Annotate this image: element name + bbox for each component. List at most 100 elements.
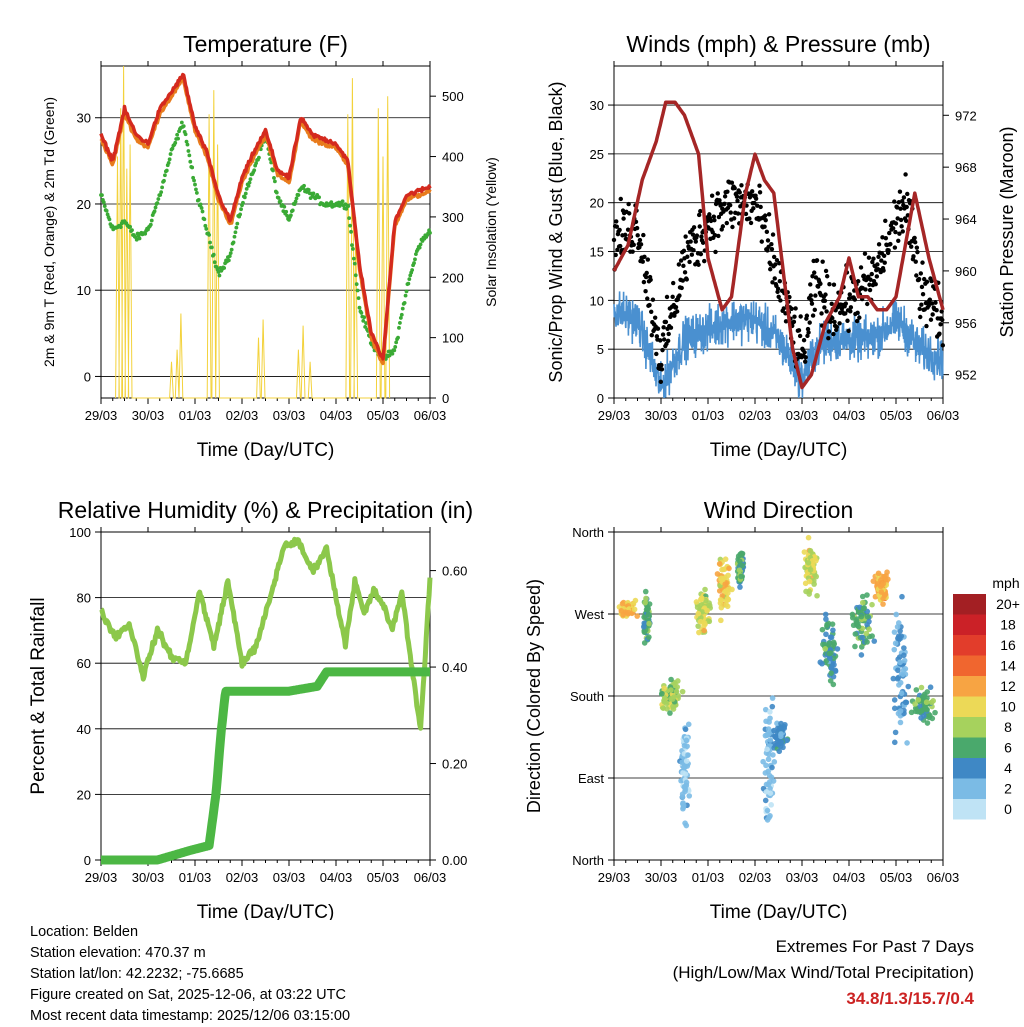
gust-point (826, 329, 832, 334)
winds-pressure-chart: Winds (mph) & Pressure (mb) Time (Day/UTC… (546, 31, 1017, 461)
direction-point (718, 617, 724, 624)
direction-point (763, 762, 769, 769)
gust-point (660, 332, 666, 337)
gust-point (809, 297, 814, 303)
dewpoint-point (349, 229, 353, 234)
gust-point (640, 259, 645, 264)
gust-point (766, 244, 771, 250)
dewpoint-point (226, 258, 231, 263)
gust-point (879, 258, 884, 263)
x-tick-label: 01/03 (692, 870, 725, 885)
legend-swatch (953, 758, 986, 779)
direction-point (716, 561, 723, 567)
dewpoint-point (211, 252, 216, 257)
x-tick-label: 29/03 (85, 408, 118, 423)
direction-point (834, 646, 841, 652)
gust-point (933, 300, 938, 305)
gust-point (832, 319, 837, 325)
gust-point (618, 196, 623, 202)
dewpoint-series (99, 120, 432, 361)
direction-point (764, 807, 771, 814)
dewpoint-point (329, 200, 334, 205)
gust-point (926, 303, 931, 308)
gust-point (777, 279, 783, 284)
direction-point (927, 712, 933, 719)
dewpoint-point (412, 261, 416, 265)
gust-point (814, 258, 820, 263)
dewpoint-point (100, 193, 104, 198)
direction-point (672, 680, 678, 687)
legend-swatch (953, 676, 986, 697)
gust-point (929, 278, 934, 284)
direction-point (830, 681, 837, 688)
temperature-chart: Temperature (F) Time (Day/UTC) 29/03 30/03 0… (41, 31, 499, 461)
direction-point (881, 573, 888, 580)
legend-swatch (953, 799, 986, 820)
gust-point (757, 183, 762, 188)
gust-point (818, 281, 823, 286)
legend-label: 14 (1000, 658, 1016, 674)
dewpoint-point (428, 231, 432, 235)
gust-point (920, 291, 926, 297)
dewpoint-point (202, 217, 207, 222)
dewpoint-point (311, 191, 316, 196)
y2-tick-label: 964 (955, 212, 977, 227)
station-info: Location: Belden Station elevation: 470.… (30, 922, 350, 1027)
y-tick-label: 0 (597, 391, 604, 406)
dewpoint-point (170, 146, 175, 151)
gust-point (765, 238, 771, 243)
direction-point (682, 771, 689, 777)
gust-point (661, 325, 666, 330)
dewpoint-point (273, 179, 277, 184)
direction-point (875, 570, 882, 577)
direction-point (768, 802, 775, 808)
y2-axis-label: Solar Insolation (Yellow) (483, 157, 499, 307)
direction-point (894, 675, 901, 682)
dewpoint-point (418, 242, 423, 247)
dewpoint-point (101, 200, 106, 205)
gust-point (696, 262, 701, 267)
gust-point (664, 294, 670, 300)
gust-point (771, 254, 777, 260)
direction-series (616, 534, 938, 829)
gust-point (710, 230, 715, 235)
gust-point (812, 270, 817, 275)
direction-point (767, 737, 774, 743)
legend-swatch (953, 655, 986, 676)
direction-point (864, 639, 870, 645)
direction-point (774, 720, 780, 727)
y-axis-label: Direction (Colored By Speed) (524, 579, 544, 813)
direction-point (775, 738, 781, 744)
gust-point (867, 287, 873, 293)
x-tick-label: 30/03 (132, 870, 165, 885)
wind-series (613, 291, 944, 399)
gust-point (868, 277, 873, 282)
dewpoint-point (217, 273, 222, 278)
extremes-panel: Extremes For Past 7 Days (High/Low/Max W… (673, 934, 974, 1012)
dewpoint-point (234, 225, 239, 230)
gust-point (645, 257, 651, 262)
gust-point (806, 330, 811, 335)
legend-label: 16 (1000, 637, 1016, 653)
y2-tick-label: 500 (442, 89, 464, 104)
dewpoint-point (160, 185, 165, 190)
x-axis-label: Time (Day/UTC) (197, 440, 335, 461)
gust-point (734, 194, 740, 199)
dewpoint-point (210, 245, 214, 250)
direction-point (806, 578, 813, 585)
dewpoint-point (317, 195, 321, 200)
direction-point (642, 588, 649, 595)
x-tick-label: 02/03 (739, 408, 772, 423)
dewpoint-point (351, 247, 355, 251)
dewpoint-point (128, 224, 133, 229)
gust-point (712, 217, 717, 223)
dewpoint-point (282, 204, 287, 209)
y-tick-label: 20 (590, 196, 604, 211)
pressure-series (612, 100, 945, 390)
gust-point (689, 252, 695, 257)
direction-point (827, 634, 834, 641)
direction-point (902, 699, 909, 706)
direction-point (823, 631, 829, 638)
gust-point (805, 326, 811, 332)
direction-point (673, 688, 680, 695)
